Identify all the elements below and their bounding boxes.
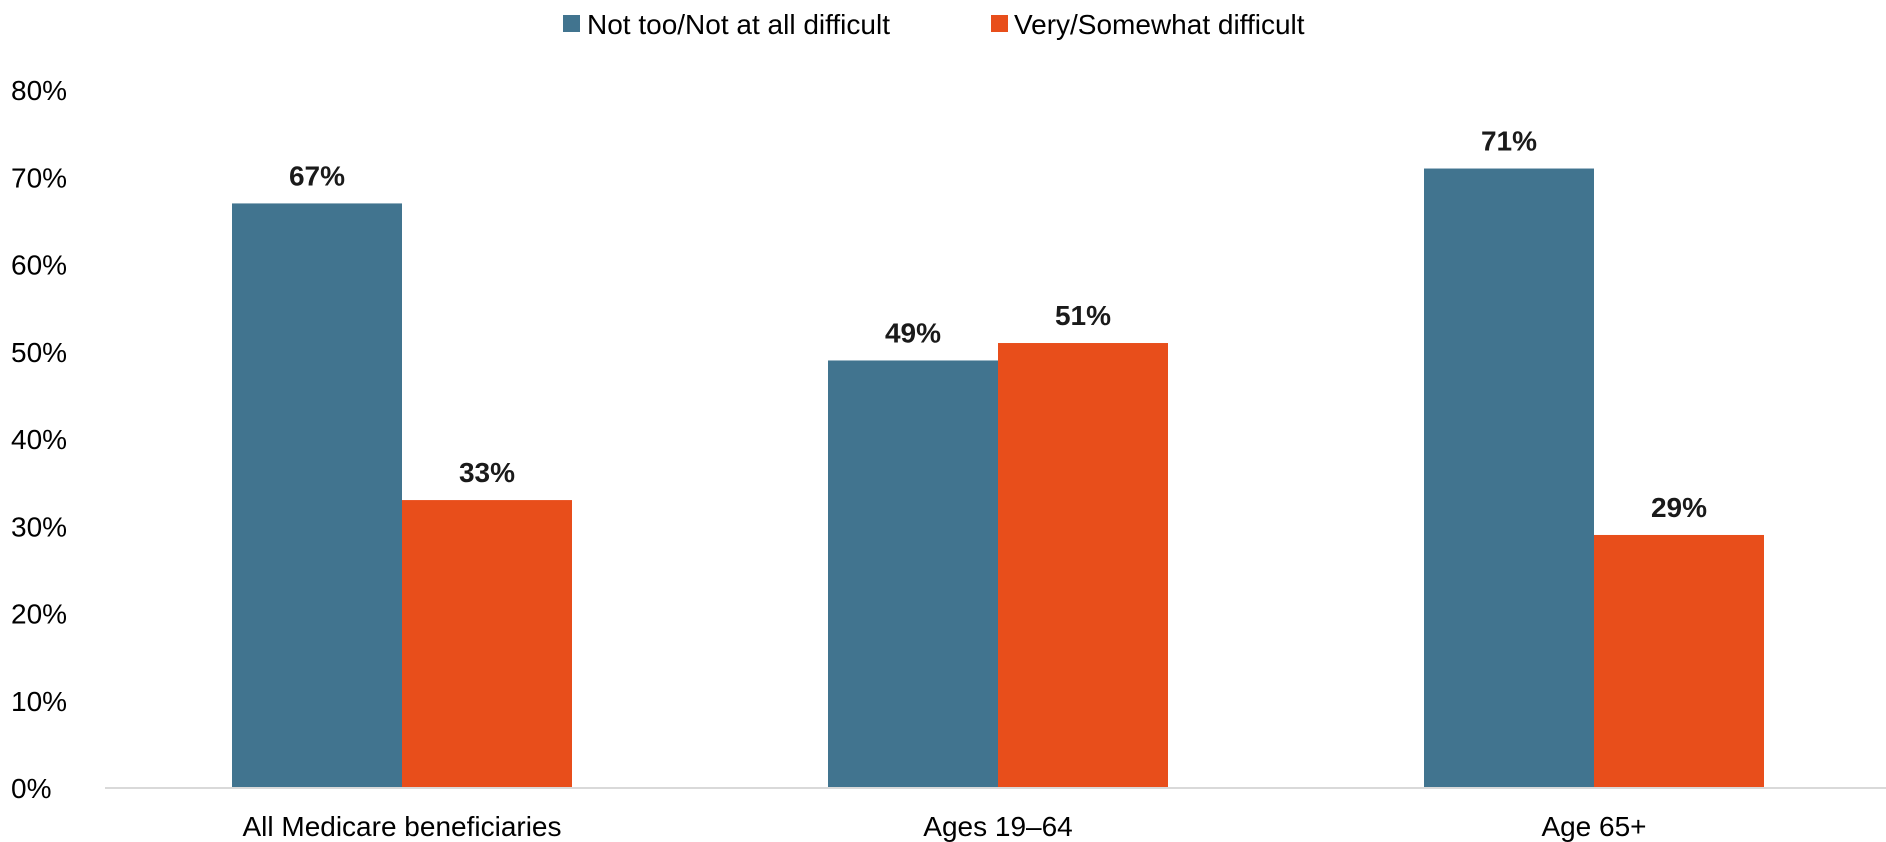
legend-swatch-1 bbox=[563, 15, 580, 32]
y-tick-label: 80% bbox=[11, 75, 67, 106]
legend-swatch-2 bbox=[991, 15, 1008, 32]
y-tick-label: 50% bbox=[11, 337, 67, 368]
y-axis: 0% 10% 20% 30% 40% 50% 60% 70% 80% bbox=[11, 75, 67, 804]
y-tick-label: 20% bbox=[11, 599, 67, 630]
legend: Not too/Not at all difficult Very/Somewha… bbox=[563, 9, 1305, 40]
data-label: 51% bbox=[1055, 300, 1111, 331]
data-labels: 67% 33% 49% 51% 71% 29% bbox=[289, 126, 1707, 523]
bar-difficult-2 bbox=[998, 343, 1168, 788]
bar-difficult-3 bbox=[1594, 534, 1764, 788]
data-label: 29% bbox=[1651, 492, 1707, 523]
x-category-label: Age 65+ bbox=[1541, 811, 1646, 842]
bar-not-difficult-1 bbox=[232, 203, 402, 789]
data-label: 33% bbox=[459, 457, 515, 488]
bar-difficult-1 bbox=[402, 500, 572, 788]
data-label: 67% bbox=[289, 160, 345, 191]
x-category-label: Ages 19–64 bbox=[923, 811, 1072, 842]
bars bbox=[232, 168, 1764, 789]
legend-label-1: Not too/Not at all difficult bbox=[587, 9, 890, 40]
x-category-label: All Medicare beneficiaries bbox=[242, 811, 561, 842]
y-tick-label: 0% bbox=[11, 773, 51, 804]
data-label: 71% bbox=[1481, 126, 1537, 157]
y-tick-label: 60% bbox=[11, 250, 67, 281]
bar-not-difficult-3 bbox=[1424, 168, 1594, 788]
y-tick-label: 70% bbox=[11, 162, 67, 193]
data-label: 49% bbox=[885, 317, 941, 348]
y-tick-label: 30% bbox=[11, 511, 67, 542]
y-tick-label: 40% bbox=[11, 424, 67, 455]
x-axis: All Medicare beneficiaries Ages 19–64 Age … bbox=[105, 787, 1886, 842]
bar-not-difficult-2 bbox=[828, 360, 998, 788]
y-tick-label: 10% bbox=[11, 686, 67, 717]
legend-label-2: Very/Somewhat difficult bbox=[1014, 9, 1305, 40]
